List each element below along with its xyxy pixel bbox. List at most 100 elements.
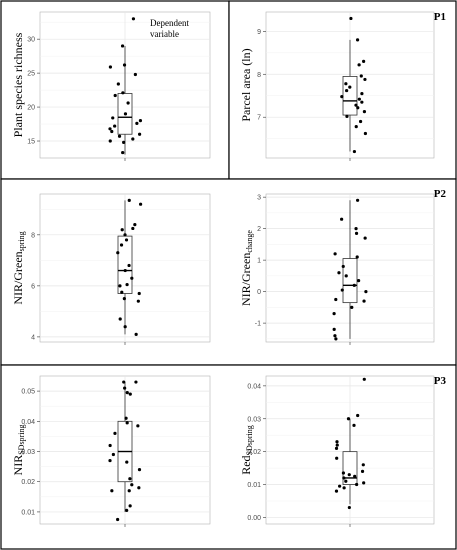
y-tick-label: 9	[257, 29, 261, 36]
data-point	[121, 150, 125, 155]
data-point	[118, 284, 122, 288]
data-point	[136, 299, 140, 303]
data-point	[335, 440, 339, 444]
y-tick-label: 0.01	[21, 509, 35, 516]
data-point	[355, 482, 359, 487]
data-point	[354, 231, 359, 235]
y-axis-label: Parcel area (ln)	[239, 48, 253, 121]
y-axis-label: Plant species richness	[11, 32, 25, 137]
data-point	[125, 391, 129, 395]
data-point	[108, 443, 112, 448]
data-point	[135, 121, 139, 125]
data-point	[357, 278, 361, 283]
data-point	[122, 297, 126, 301]
data-point	[137, 486, 141, 490]
data-point	[134, 380, 138, 384]
data-point	[121, 91, 125, 95]
data-point	[108, 65, 113, 69]
data-point	[116, 251, 120, 255]
annotation-text: Dependent	[150, 18, 189, 28]
data-point	[363, 77, 367, 82]
y-tick-label: 8	[257, 72, 261, 79]
y-tick-label: 1	[257, 258, 261, 265]
data-point	[341, 471, 346, 475]
data-point	[127, 489, 131, 493]
data-point	[360, 469, 365, 473]
data-point	[124, 416, 128, 420]
y-tick-label: 0.04	[21, 419, 35, 426]
data-point	[130, 276, 134, 280]
y-tick-label: 0.03	[247, 416, 261, 423]
chart-4: -1 0 1 2 3 NIR/Greenchange	[239, 193, 435, 345]
iqr-box	[342, 258, 358, 304]
data-point	[123, 112, 128, 116]
data-point	[120, 228, 124, 232]
data-point	[134, 332, 138, 336]
data-point	[362, 299, 366, 303]
data-point	[349, 16, 353, 21]
y-tick-label: 7	[257, 115, 261, 122]
data-point	[352, 283, 356, 287]
data-point	[344, 274, 348, 278]
data-point	[125, 508, 129, 513]
data-point	[334, 297, 338, 302]
y-tick-label: 0.03	[21, 449, 35, 456]
y-tick-label: 8	[31, 232, 35, 239]
chart-3: 4 6 8 NIR/Greenspring P2	[11, 188, 446, 345]
data-point	[123, 325, 127, 329]
data-point	[344, 479, 348, 483]
data-point	[122, 63, 127, 67]
data-point	[136, 424, 140, 428]
data-point	[341, 264, 345, 269]
data-point	[361, 463, 365, 467]
data-point	[346, 417, 351, 421]
data-point	[359, 74, 363, 78]
data-point	[122, 380, 126, 384]
y-tick-label: 0.04	[247, 383, 261, 390]
data-point	[364, 290, 368, 294]
data-point	[120, 290, 124, 294]
data-point	[335, 456, 339, 460]
data-point	[110, 489, 114, 493]
data-point	[340, 94, 344, 99]
data-point	[116, 517, 120, 522]
chart-2: 7 8 9 Parcel area (ln) P1	[239, 11, 446, 161]
y-axis-label: NIR/Greenchange	[239, 230, 254, 306]
data-point	[338, 484, 342, 488]
data-point	[138, 132, 142, 136]
data-point	[362, 377, 366, 381]
data-point	[354, 227, 358, 231]
data-point	[356, 198, 360, 202]
y-tick-label: 25	[27, 71, 35, 78]
y-axis-label: RedSDspring	[239, 425, 254, 475]
data-point	[130, 483, 134, 487]
y-tick-label: 0.02	[247, 449, 261, 456]
data-point	[127, 263, 131, 268]
data-point	[125, 421, 129, 425]
data-point	[340, 217, 344, 221]
data-point	[334, 337, 338, 341]
data-point	[345, 88, 349, 93]
data-point	[353, 474, 357, 478]
y-axis-label: NIRSDspring	[11, 425, 26, 476]
data-point	[133, 72, 137, 77]
data-point	[342, 476, 346, 480]
data-point	[362, 59, 366, 63]
data-point	[340, 288, 344, 292]
data-point	[363, 236, 367, 240]
y-tick-label: 30	[27, 37, 35, 44]
data-point	[124, 238, 129, 242]
data-point	[131, 17, 136, 21]
iqr-box	[342, 76, 358, 116]
data-point	[113, 93, 117, 98]
data-point	[352, 423, 356, 427]
data-point	[357, 63, 361, 67]
data-point	[345, 114, 349, 118]
data-point	[119, 243, 124, 247]
data-point	[354, 103, 358, 107]
data-point	[116, 82, 120, 86]
data-point	[123, 268, 127, 273]
data-point	[334, 446, 339, 450]
data-point	[356, 106, 360, 110]
